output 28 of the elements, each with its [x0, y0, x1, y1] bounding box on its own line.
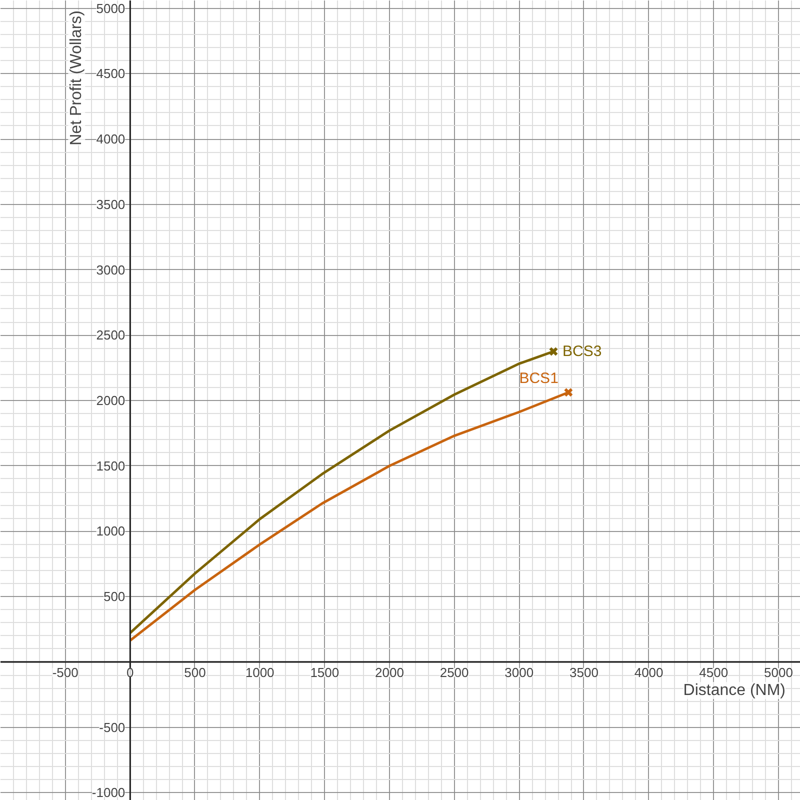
y-tick-label: -1000: [92, 785, 126, 800]
x-tick-label: 4500: [699, 664, 728, 680]
x-tick-label: 5000: [764, 664, 793, 680]
x-tick-label: 1000: [245, 664, 274, 680]
y-tick-label: 1000: [96, 524, 126, 539]
x-axis-title: Distance (NM): [683, 682, 786, 699]
x-tick-label: 500: [184, 664, 206, 680]
y-tick-label: 4500: [96, 66, 126, 82]
x-tick-label: 3000: [504, 664, 534, 680]
x-tick-label: 1500: [310, 664, 340, 680]
y-tick-label: 3000: [96, 262, 126, 278]
y-tick-label: 5000: [96, 0, 126, 16]
series-label: BCS3: [562, 342, 602, 360]
y-tick-label: 2500: [96, 328, 126, 343]
y-tick-label: -500: [99, 720, 126, 735]
y-axis-title: Net Profit (Wollars): [68, 10, 86, 146]
series-label: BCS1: [519, 370, 558, 387]
x-tick-label: 3500: [570, 664, 598, 680]
y-tick-label: 2000: [96, 393, 126, 408]
x-tick-label: 4000: [634, 664, 664, 680]
x-tick-label: 0: [126, 664, 134, 680]
y-tick-label: 500: [103, 589, 126, 604]
x-tick-label: 2000: [375, 664, 404, 680]
y-tick-label: 3500: [96, 196, 126, 212]
x-tick-label: 2500: [440, 664, 469, 680]
y-tick-label: 1500: [96, 458, 126, 474]
y-tick-label: 4000: [96, 132, 126, 147]
x-tick-label: -500: [52, 664, 78, 680]
